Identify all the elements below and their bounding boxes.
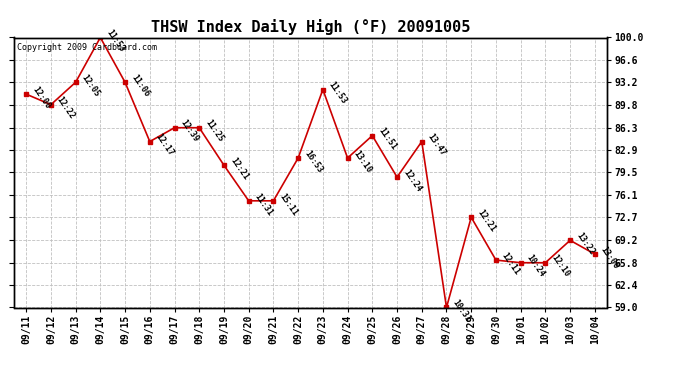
Text: 12:22: 12:22 bbox=[55, 95, 77, 121]
Text: 10:24: 10:24 bbox=[525, 254, 546, 279]
Text: 11:25: 11:25 bbox=[204, 118, 225, 144]
Text: 13:10: 13:10 bbox=[352, 148, 373, 174]
Text: 12:05: 12:05 bbox=[80, 73, 101, 99]
Text: 12:21: 12:21 bbox=[228, 156, 250, 182]
Text: 12:21: 12:21 bbox=[475, 208, 497, 234]
Title: THSW Index Daily High (°F) 20091005: THSW Index Daily High (°F) 20091005 bbox=[151, 19, 470, 35]
Text: 11:53: 11:53 bbox=[104, 28, 126, 54]
Text: 13:06: 13:06 bbox=[599, 245, 621, 270]
Text: 10:31: 10:31 bbox=[451, 298, 473, 324]
Text: 16:53: 16:53 bbox=[302, 148, 324, 174]
Text: 11:31: 11:31 bbox=[253, 192, 275, 217]
Text: 15:11: 15:11 bbox=[277, 192, 299, 217]
Text: 11:51: 11:51 bbox=[377, 126, 398, 152]
Text: Copyright 2009 Cardboard.com: Copyright 2009 Cardboard.com bbox=[17, 43, 157, 52]
Text: 12:11: 12:11 bbox=[500, 251, 522, 276]
Text: 11:53: 11:53 bbox=[327, 80, 348, 106]
Text: 11:06: 11:06 bbox=[129, 73, 151, 99]
Text: 12:39: 12:39 bbox=[179, 118, 200, 144]
Text: 12:17: 12:17 bbox=[154, 132, 176, 158]
Text: 12:24: 12:24 bbox=[401, 168, 423, 194]
Text: 12:00: 12:00 bbox=[30, 85, 52, 111]
Text: 12:10: 12:10 bbox=[549, 254, 571, 279]
Text: 13:22: 13:22 bbox=[574, 231, 596, 256]
Text: 13:47: 13:47 bbox=[426, 132, 448, 158]
